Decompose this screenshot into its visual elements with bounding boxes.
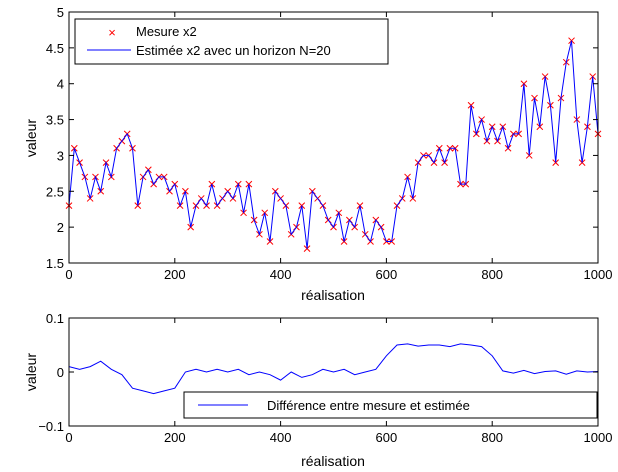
main-chart-y-tick-label: 4 [57, 77, 64, 92]
main-chart-legend-box [74, 18, 389, 65]
legend-marker-x: × [108, 25, 116, 40]
difference-chart-y-tick-label: 0 [57, 365, 64, 380]
difference-chart-x-tick-label: 200 [164, 430, 186, 445]
main-chart-y-tick-label: 2.5 [46, 184, 64, 199]
main-chart-y-tick-label: 3.5 [46, 113, 64, 128]
difference-chart-x-tick-label: 800 [481, 430, 503, 445]
difference-chart-y-tick-label: −0.1 [38, 419, 64, 434]
main-chart-x-tick-label: 400 [270, 267, 292, 282]
main-chart-x-axis-label: réalisation [301, 287, 365, 303]
main-chart-x-tick-label: 0 [65, 267, 72, 282]
main-chart: réalisation valeur 0 200 400 600 800 1000 1.5 2… [23, 5, 612, 303]
difference-chart-y-axis-label: valeur [23, 353, 39, 391]
main-chart-x-tick-label: 1000 [584, 267, 613, 282]
main-chart-y-tick-label: 1.5 [46, 256, 64, 271]
main-chart-y-axis-label: valeur [23, 119, 39, 157]
difference-chart-x-tick-label: 400 [270, 430, 292, 445]
main-chart-axes-box [68, 11, 599, 264]
difference-chart-y-tick-label: 0.1 [46, 311, 64, 326]
difference-chart: 0 200 400 600 800 1000−0.100.1 réalisation va… [23, 311, 612, 469]
legend-label-estimate: Estimée x2 avec un horizon N=20 [136, 43, 331, 58]
main-chart-y-tick-label: 5 [57, 5, 64, 20]
main-chart-ticks: 0 200 400 600 800 1000 1.5 2 2.5 3 3.5 4 4.5 5 [46, 5, 613, 282]
difference-series-line [68, 343, 599, 395]
difference-chart-x-axis-label: réalisation [301, 453, 365, 469]
main-chart-y-tick-label: 3 [57, 148, 64, 163]
estimate-series-line [68, 40, 599, 249]
main-chart-y-tick-label: 2 [57, 220, 64, 235]
main-chart-legend: × Mesure x2 Estimée x2 avec un horizon N… [74, 18, 389, 65]
legend-label-difference: Différence entre mesure et estimée [267, 398, 470, 413]
difference-chart-x-tick-label: 600 [376, 430, 398, 445]
main-chart-x-tick-label: 800 [481, 267, 503, 282]
legend-label-measure: Mesure x2 [136, 24, 197, 39]
main-chart-y-tick-label: 4.5 [46, 41, 64, 56]
difference-chart-ticks: 0 200 400 600 800 1000−0.100.1 [38, 311, 612, 445]
difference-chart-series-line [68, 343, 599, 395]
main-chart-series-line [68, 40, 599, 249]
difference-chart-x-tick-label: 0 [65, 430, 72, 445]
difference-chart-legend: Différence entre mesure et estimée [183, 391, 598, 419]
main-chart-x-tick-label: 200 [164, 267, 186, 282]
main-chart-x-tick-label: 600 [376, 267, 398, 282]
difference-chart-x-tick-label: 1000 [584, 430, 613, 445]
difference-chart-legend-box [183, 391, 598, 419]
